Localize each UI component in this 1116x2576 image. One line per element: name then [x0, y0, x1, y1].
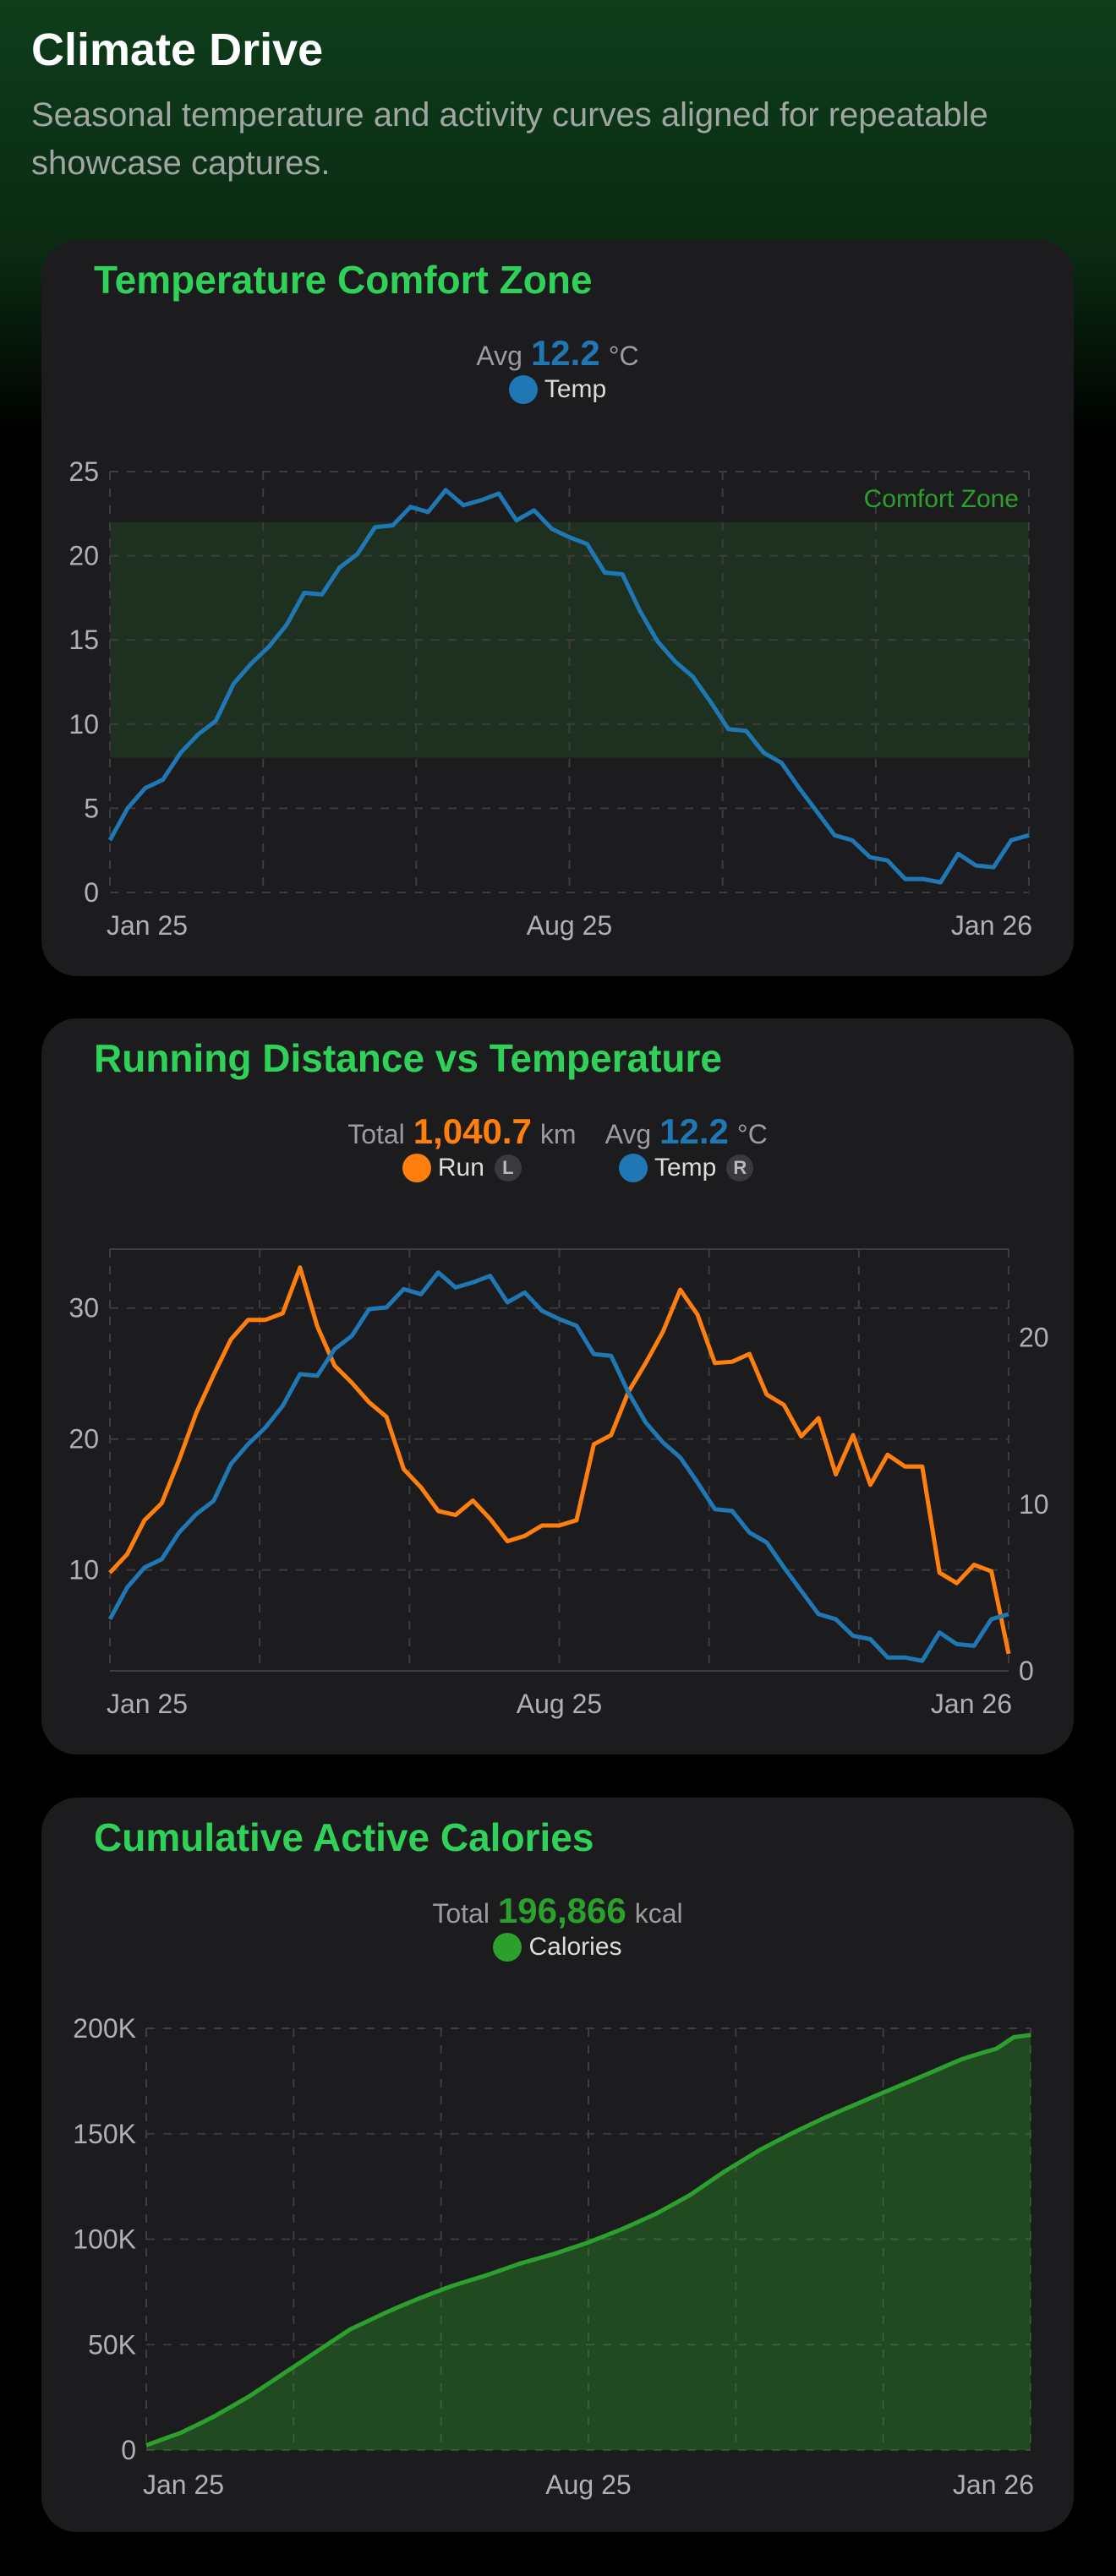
legend-label: Run — [437, 1154, 484, 1182]
legend-item-calories[interactable]: Calories — [493, 1933, 622, 1962]
temperature-card: Temperature Comfort Zone Avg 12.2 °C Tem… — [41, 240, 1074, 976]
left-y-tick-label: 20 — [68, 1424, 99, 1454]
x-tick-label: Aug 25 — [545, 2470, 631, 2500]
summary-label: Total — [347, 1119, 405, 1149]
summary-run: Total 1,040.7 km Run L — [347, 1111, 577, 1182]
right-axis-badge: R — [726, 1154, 754, 1182]
x-tick-label: Jan 25 — [107, 910, 188, 941]
summary-label: Avg — [604, 1119, 652, 1149]
right-y-tick-label: 10 — [1019, 1489, 1049, 1520]
summary-value: 12.2 — [659, 1111, 729, 1151]
legend-dot-icon — [402, 1154, 431, 1182]
legend-item-temp[interactable]: Temp R — [619, 1154, 754, 1182]
summary-calories: Total 196,866 kcal Calories — [432, 1891, 683, 1962]
y-tick-label: 0 — [84, 877, 99, 908]
legend-label: Temp — [544, 375, 607, 403]
x-tick-label: Jan 26 — [951, 910, 1032, 941]
x-tick-label: Jan 26 — [953, 2470, 1034, 2500]
legend-dot-icon — [493, 1933, 522, 1962]
x-tick-label: Jan 25 — [107, 1689, 188, 1719]
y-tick-label: 0 — [121, 2435, 136, 2465]
summary-label: Total — [432, 1898, 490, 1929]
calories-card: Cumulative Active Calories Total 196,866… — [41, 1798, 1074, 2532]
legend-dot-icon — [508, 375, 538, 404]
card-title: Temperature Comfort Zone — [94, 258, 593, 302]
summary-unit: °C — [736, 1119, 768, 1149]
card-title: Running Distance vs Temperature — [94, 1036, 722, 1080]
left-axis-badge: L — [494, 1154, 522, 1182]
series-line-temp — [107, 488, 1030, 885]
legend-dot-icon — [619, 1154, 648, 1182]
card-title: Cumulative Active Calories — [94, 1815, 594, 1859]
y-tick-label: 50K — [88, 2329, 136, 2360]
legend-label: Temp — [654, 1154, 717, 1182]
legend-item-run[interactable]: Run L — [402, 1154, 522, 1182]
right-y-tick-label: 0 — [1019, 1656, 1034, 1686]
left-y-tick-label: 10 — [68, 1555, 99, 1585]
page-subtitle: Seasonal temperature and activity curves… — [31, 96, 988, 182]
summary-value: 196,866 — [497, 1891, 626, 1930]
series-line-temp — [107, 1270, 1009, 1663]
summary: Avg 12.2 °C Temp — [41, 333, 1074, 404]
y-tick-label: 25 — [68, 456, 99, 487]
x-tick-label: Jan 26 — [931, 1689, 1012, 1719]
y-tick-label: 200K — [73, 2013, 136, 2044]
series-line-calories — [145, 2033, 1031, 2448]
summary-value: 12.2 — [530, 333, 600, 373]
y-tick-label: 100K — [73, 2224, 136, 2255]
summary: Total 1,040.7 km Run L Avg 12.2 °C Temp … — [41, 1111, 1074, 1182]
summary-value: 1,040.7 — [413, 1111, 532, 1151]
summary-temp: Avg 12.2 °C Temp — [476, 333, 639, 404]
summary-unit: km — [539, 1119, 577, 1149]
y-tick-label: 10 — [68, 709, 99, 740]
x-tick-label: Aug 25 — [517, 1689, 602, 1719]
page-title: Climate Drive — [31, 25, 324, 75]
y-tick-label: 5 — [84, 793, 99, 823]
summary-temp: Avg 12.2 °C Temp R — [605, 1111, 768, 1182]
x-tick-label: Aug 25 — [527, 910, 612, 941]
legend-item-temp[interactable]: Temp — [508, 375, 607, 404]
running-card: Running Distance vs Temperature Total 1,… — [41, 1018, 1074, 1755]
x-tick-label: Jan 25 — [143, 2470, 224, 2500]
right-y-tick-label: 20 — [1019, 1323, 1049, 1353]
y-tick-label: 20 — [68, 541, 99, 571]
left-y-tick-label: 30 — [68, 1293, 99, 1323]
legend-label: Calories — [528, 1933, 622, 1961]
calories-chart: 0 50K 100K 150K 200K Jan 25 Aug 25 Jan 26 — [73, 2013, 1034, 2500]
y-tick-label: 150K — [73, 2119, 136, 2149]
series-line-run — [108, 1265, 1011, 1655]
y-tick-label: 15 — [68, 625, 99, 655]
summary: Total 196,866 kcal Calories — [41, 1891, 1074, 1962]
comfort-zone-label: Comfort Zone — [864, 485, 1019, 513]
summary-label: Avg — [476, 341, 522, 371]
summary-unit: °C — [608, 341, 639, 371]
running-temperature-chart: 10 20 30 0 10 20 Jan 25 Aug 25 Jan 26 — [68, 1248, 1049, 1719]
temperature-chart: 0 5 10 15 20 25 Comfort Zone Jan 25 Aug 25 Jan 26 — [68, 456, 1032, 941]
summary-unit: kcal — [634, 1898, 683, 1929]
